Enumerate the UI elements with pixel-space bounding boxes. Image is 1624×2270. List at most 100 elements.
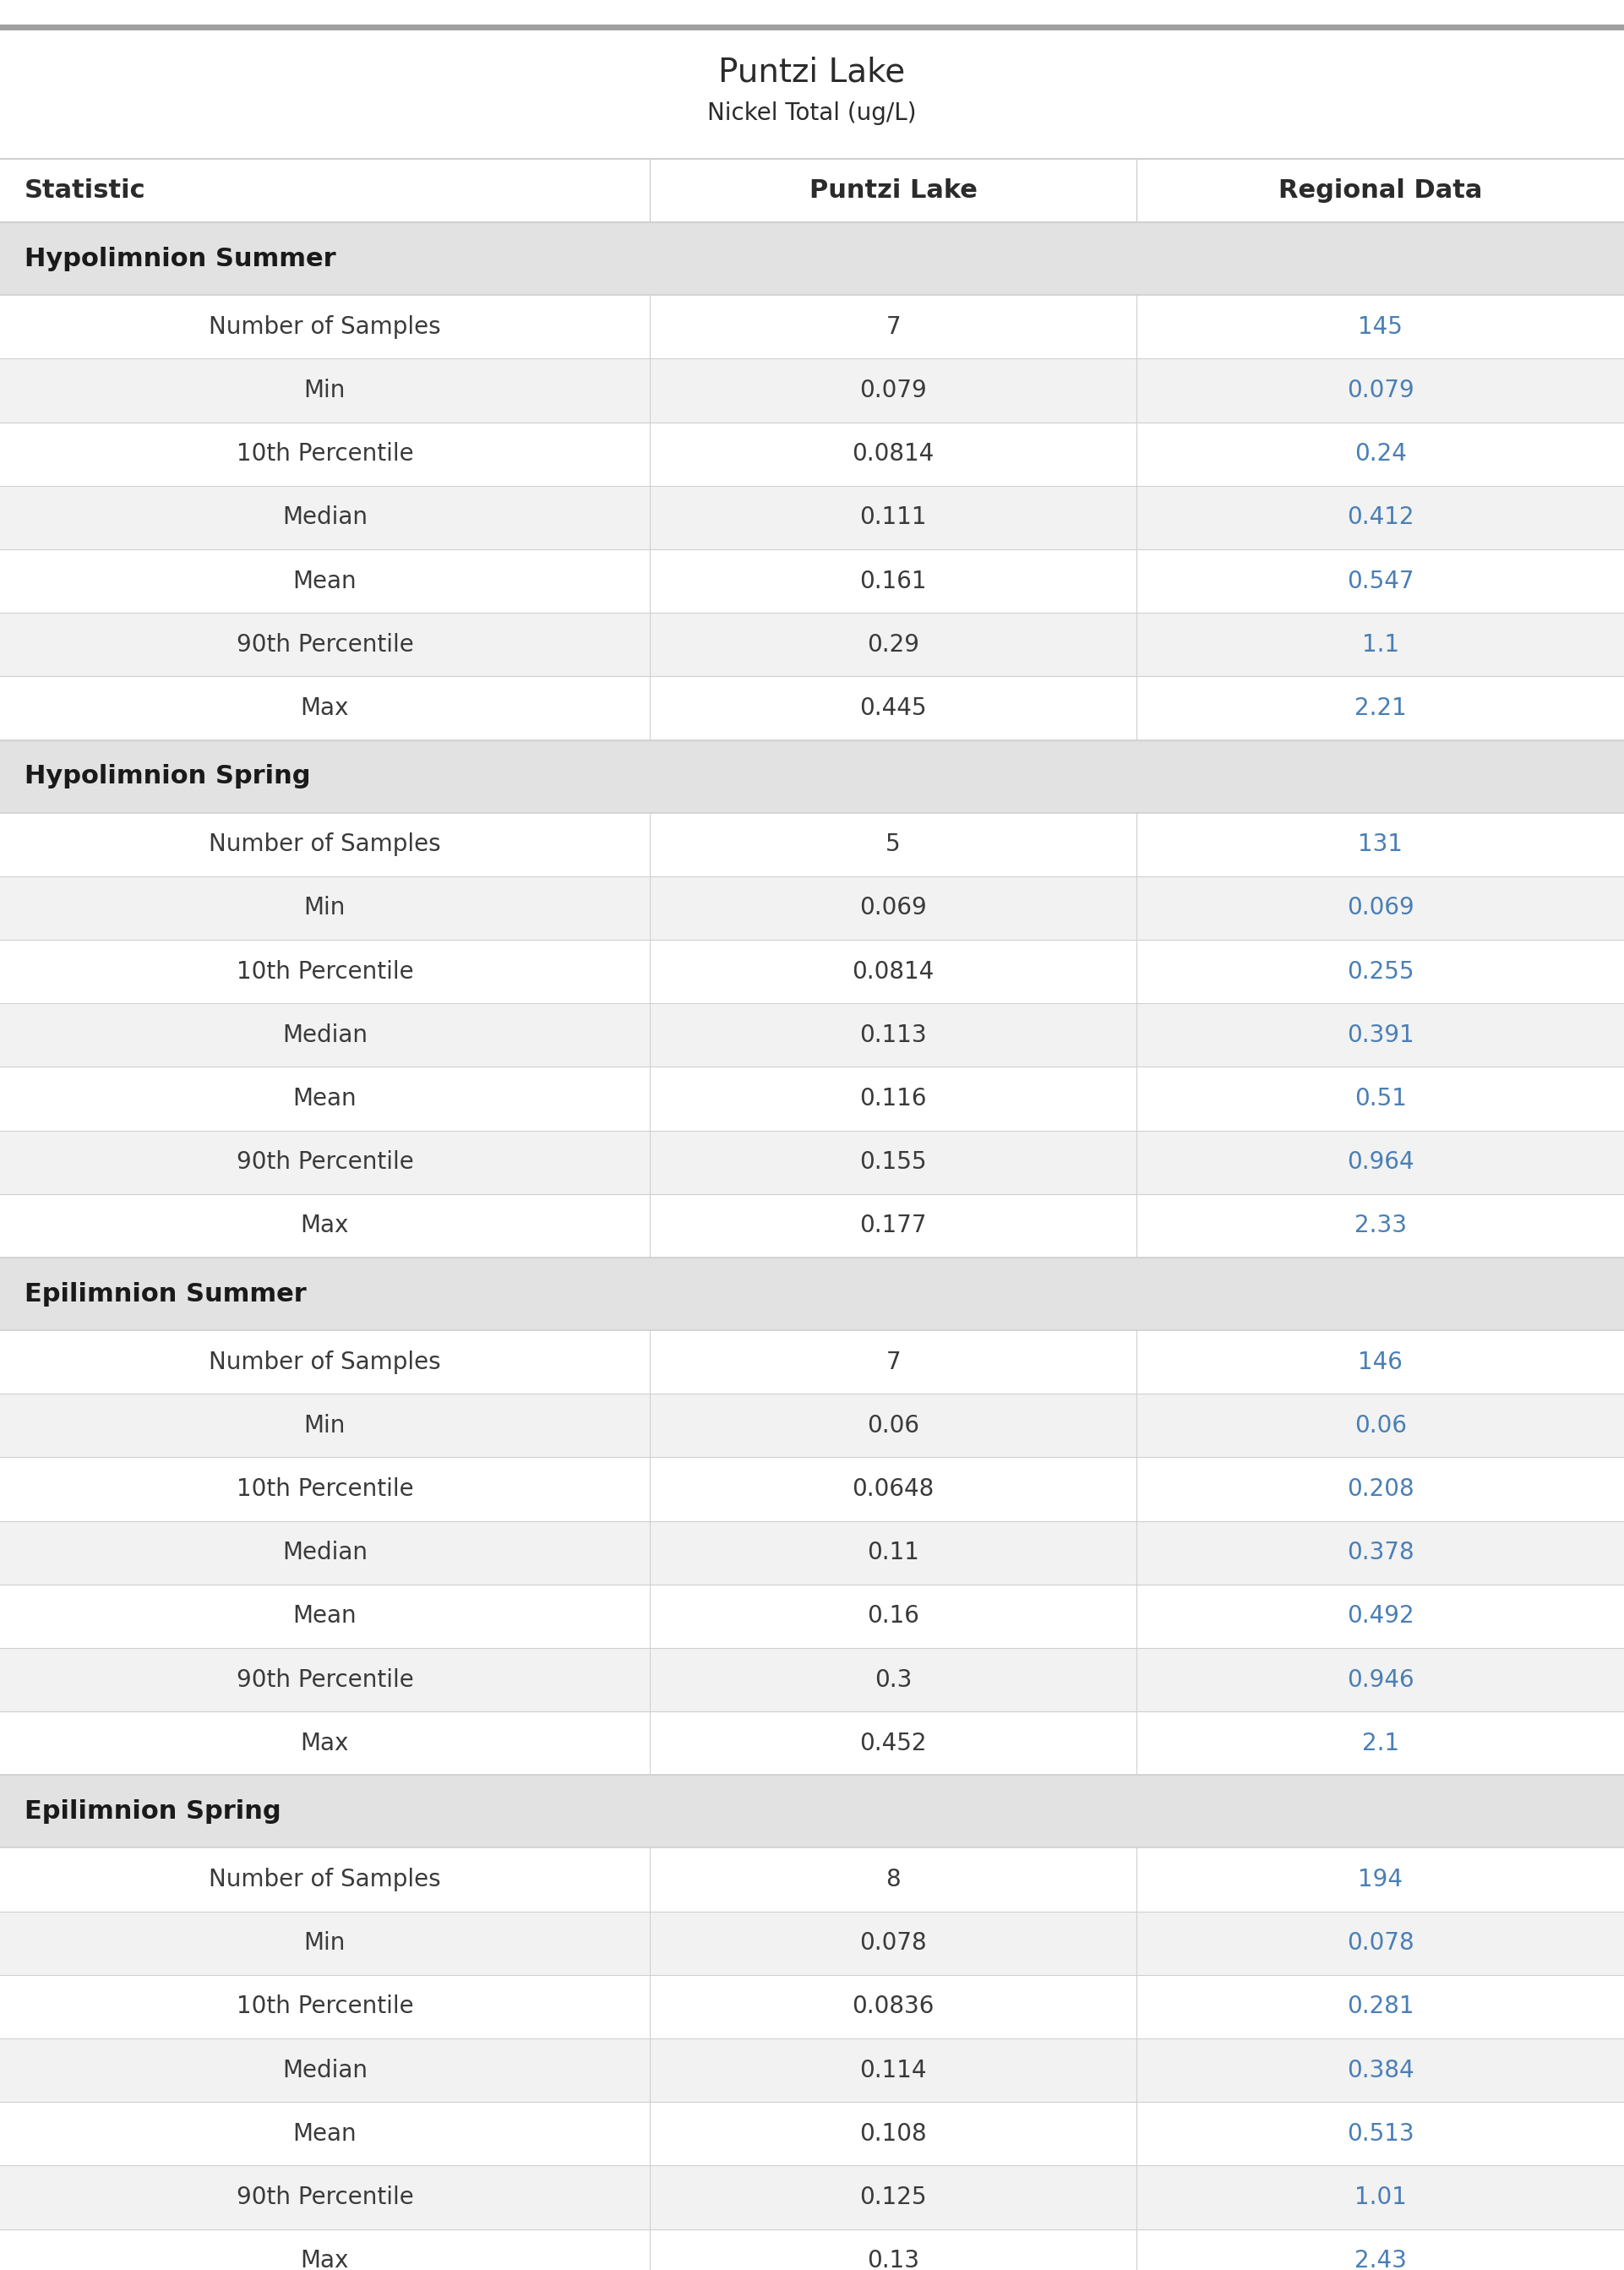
Text: 0.16: 0.16 (867, 1605, 919, 1628)
Text: 0.177: 0.177 (859, 1214, 927, 1237)
Text: Mean: Mean (292, 1605, 357, 1628)
Text: Median: Median (283, 1541, 367, 1564)
Bar (0, 422, 1624, 486)
Text: 0.24: 0.24 (1354, 443, 1406, 465)
Text: 1.1: 1.1 (1363, 633, 1398, 656)
Bar (0, 1258, 1624, 1330)
Text: 0.069: 0.069 (1346, 897, 1415, 919)
Text: 10th Percentile: 10th Percentile (235, 443, 414, 465)
Text: 8: 8 (885, 1868, 901, 1891)
Text: Epilimnion Summer: Epilimnion Summer (24, 1283, 307, 1305)
Text: 0.412: 0.412 (1346, 506, 1415, 529)
Bar (0, 1648, 1624, 1712)
Text: 0.452: 0.452 (859, 1732, 927, 1755)
Text: Number of Samples: Number of Samples (209, 316, 440, 338)
Text: 10th Percentile: 10th Percentile (235, 1478, 414, 1500)
Text: Min: Min (304, 1932, 346, 1954)
Text: Median: Median (283, 506, 367, 529)
Text: 2.21: 2.21 (1354, 697, 1406, 720)
Text: 0.29: 0.29 (867, 633, 919, 656)
Text: Epilimnion Spring: Epilimnion Spring (24, 1800, 281, 1823)
Text: 7: 7 (885, 1351, 901, 1373)
Text: Puntzi Lake: Puntzi Lake (718, 57, 906, 89)
Bar (0, 1911, 1624, 1975)
Text: 0.06: 0.06 (1354, 1414, 1406, 1437)
Bar (0, 2102, 1624, 2166)
Text: Mean: Mean (292, 2122, 357, 2145)
Text: Puntzi Lake: Puntzi Lake (809, 179, 978, 202)
Bar (0, 1521, 1624, 1584)
Bar (0, 295, 1624, 359)
Bar (0, 1775, 1624, 1848)
Text: 0.114: 0.114 (859, 2059, 927, 2082)
Text: 0.079: 0.079 (1346, 379, 1415, 402)
Text: 0.079: 0.079 (859, 379, 927, 402)
Text: 194: 194 (1358, 1868, 1403, 1891)
Text: 0.384: 0.384 (1346, 2059, 1415, 2082)
Text: 0.281: 0.281 (1346, 1995, 1415, 2018)
Bar (0, 1848, 1624, 1911)
Bar (0, 740, 1624, 813)
Text: 0.06: 0.06 (867, 1414, 919, 1437)
Text: Max: Max (300, 1214, 349, 1237)
Text: 2.1: 2.1 (1363, 1732, 1398, 1755)
Text: 90th Percentile: 90th Percentile (235, 633, 414, 656)
Bar (0, 1584, 1624, 1648)
Text: 2.43: 2.43 (1354, 2250, 1406, 2270)
Text: 131: 131 (1358, 833, 1403, 856)
Text: 146: 146 (1358, 1351, 1403, 1373)
Text: 0.964: 0.964 (1346, 1151, 1415, 1174)
Text: Max: Max (300, 1732, 349, 1755)
Bar (0, 876, 1624, 940)
Text: 0.946: 0.946 (1346, 1668, 1415, 1691)
Text: 10th Percentile: 10th Percentile (235, 1995, 414, 2018)
Text: Max: Max (300, 697, 349, 720)
Text: 0.155: 0.155 (859, 1151, 927, 1174)
Text: Number of Samples: Number of Samples (209, 1351, 440, 1373)
Text: 0.492: 0.492 (1346, 1605, 1415, 1628)
Text: 7: 7 (885, 316, 901, 338)
Text: Min: Min (304, 379, 346, 402)
Text: 0.11: 0.11 (867, 1541, 919, 1564)
Bar (0, 222, 1624, 295)
Bar (0, 549, 1624, 613)
Bar (0, 1394, 1624, 1457)
Bar (0, 359, 1624, 422)
Text: Median: Median (283, 2059, 367, 2082)
Bar (0, 613, 1624, 676)
Text: 0.0836: 0.0836 (853, 1995, 934, 2018)
Text: Min: Min (304, 1414, 346, 1437)
Text: Number of Samples: Number of Samples (209, 1868, 440, 1891)
Text: 0.13: 0.13 (867, 2250, 919, 2270)
Text: 10th Percentile: 10th Percentile (235, 960, 414, 983)
Text: Nickel Total (ug/L): Nickel Total (ug/L) (708, 102, 916, 125)
Text: Median: Median (283, 1024, 367, 1046)
Text: 90th Percentile: 90th Percentile (235, 1151, 414, 1174)
Bar (0, 1003, 1624, 1067)
Bar (0, 940, 1624, 1003)
Text: 5: 5 (885, 833, 901, 856)
Text: Mean: Mean (292, 1087, 357, 1110)
Text: 0.378: 0.378 (1346, 1541, 1415, 1564)
Bar (0, 1457, 1624, 1521)
Text: 90th Percentile: 90th Percentile (235, 2186, 414, 2209)
Text: 0.078: 0.078 (1346, 1932, 1415, 1954)
Text: 0.513: 0.513 (1346, 2122, 1415, 2145)
Text: Hypolimnion Spring: Hypolimnion Spring (24, 765, 310, 788)
Text: 0.0814: 0.0814 (853, 443, 934, 465)
Text: Max: Max (300, 2250, 349, 2270)
Text: 0.0648: 0.0648 (853, 1478, 934, 1500)
Text: Regional Data: Regional Data (1278, 179, 1483, 202)
Text: 0.116: 0.116 (859, 1087, 927, 1110)
Text: 90th Percentile: 90th Percentile (235, 1668, 414, 1691)
Text: 145: 145 (1358, 316, 1403, 338)
Bar (0, 2166, 1624, 2229)
Text: Number of Samples: Number of Samples (209, 833, 440, 856)
Bar (0, 2038, 1624, 2102)
Bar (0, 1194, 1624, 1258)
Text: 0.161: 0.161 (859, 570, 927, 592)
Text: Mean: Mean (292, 570, 357, 592)
Bar (0, 813, 1624, 876)
Text: 1.01: 1.01 (1354, 2186, 1406, 2209)
Bar (0, 1067, 1624, 1130)
